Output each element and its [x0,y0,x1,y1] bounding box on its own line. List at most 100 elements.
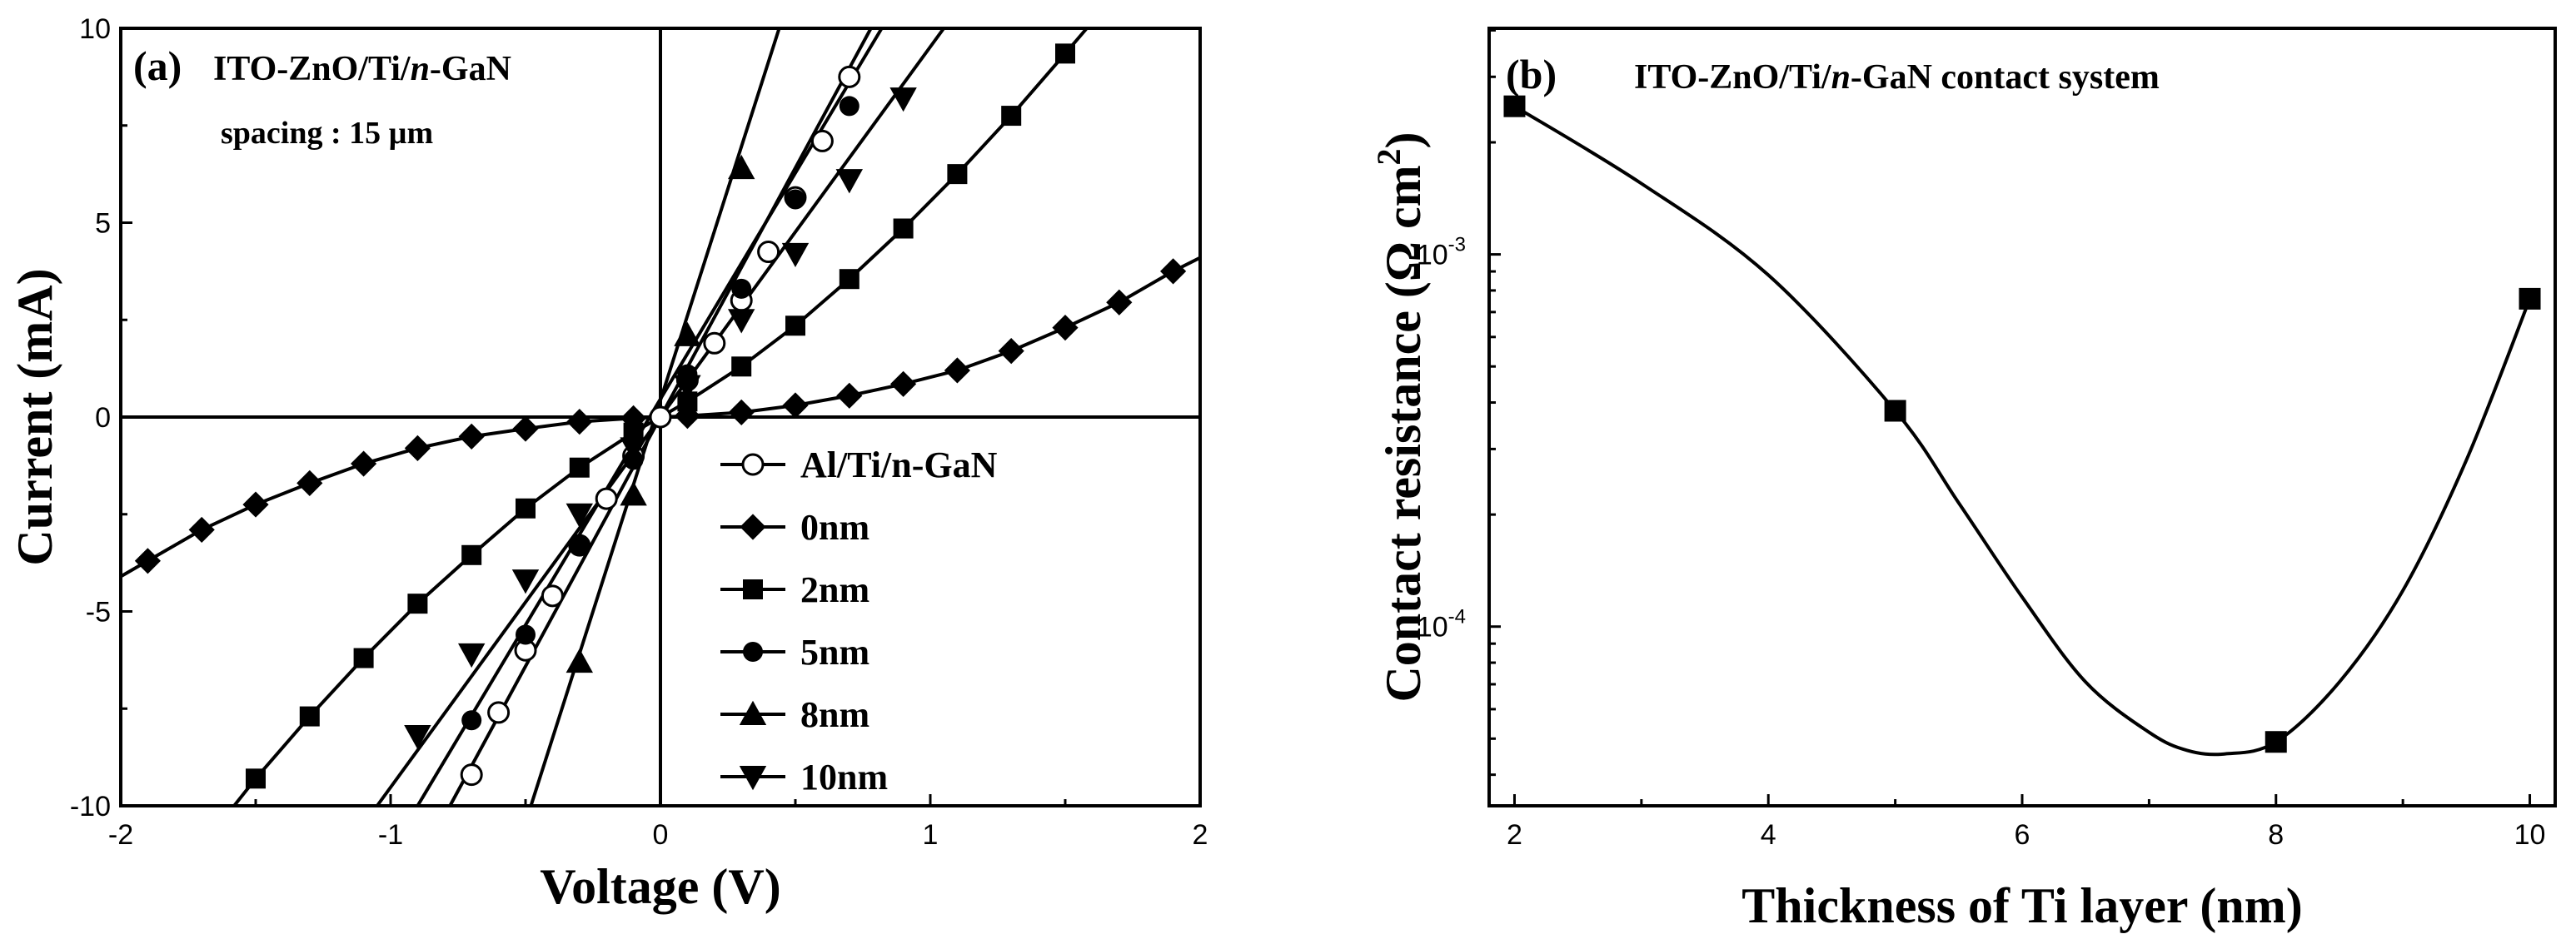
data-point-0nm [404,435,431,461]
data-point-0nm [1052,314,1079,341]
data-point-contact-resistance [2519,287,2541,310]
panel-a-y-tick-label: 5 [95,208,111,240]
data-point-5nm [839,96,859,117]
legend-label: 2nm [800,569,869,610]
panel-a-x-tick-label: 2 [1193,819,1208,851]
panel-a-y-tick-label: 10 [79,13,111,45]
data-point-10nm [728,309,755,334]
data-point-0nm [566,409,593,435]
legend-marker [743,642,763,662]
data-point-2nm [839,269,859,290]
data-point-10nm [835,169,863,194]
panel-b-y-tick-label: 10-3 [1417,234,1466,271]
data-point-Al/Ti/n-GaN [460,763,483,787]
data-point-2nm [1055,43,1075,64]
data-point-2nm [731,356,752,377]
panel-b-x-tick-label: 2 [1507,819,1522,851]
panel-a-x-tick-label: -1 [378,819,403,851]
panel-a-x-axis-title: Voltage (V) [540,859,780,914]
data-point-0nm [944,357,970,384]
panel-a-x-tick-label: -2 [108,819,133,851]
data-point-2nm [246,768,266,789]
data-point-5nm [731,278,752,299]
panel-b-x-tick-label: 10 [2514,819,2546,851]
panel-a-x-tick-label: 1 [923,819,939,851]
data-point-0nm [242,491,269,518]
data-point-contact-resistance [1884,400,1906,422]
data-point-contact-resistance [1503,95,1526,117]
legend-marker [740,514,766,540]
data-point-Al/Ti/n-GaN [810,129,834,152]
data-point-0nm [351,450,377,477]
data-point-2nm [353,648,374,668]
data-point-2nm [299,706,320,727]
data-point-0nm [134,548,161,574]
panel-b-x-axis-title: Thickness of Ti layer (nm) [1741,878,2302,933]
panel-b-chart: 2 4 6 8 10 10-4 10-3 (b) ITO-ZnO/Ti/n-GaN cont… [1370,27,2557,933]
data-point-0nm [674,402,700,430]
data-point-0nm [188,516,215,544]
panel-b-x-tick-label: 4 [1761,819,1776,851]
legend-marker [743,579,763,599]
legend-label: 0nm [800,507,869,548]
data-point-10nm [781,242,810,268]
data-point-10nm [889,87,917,112]
panel-a-annotation-line2: spacing : 15 µm [221,116,433,151]
panel-b-label: (b) [1506,51,1557,97]
panel-a-annotation-line1: ITO-ZnO/Ti/n-GaN [213,50,511,88]
data-point-2nm [516,498,536,519]
data-point-8nm [620,481,647,506]
data-point-2nm [569,457,590,478]
legend-marker [741,453,765,476]
panel-a-y-axis-title: Current (mA) [7,268,62,565]
data-point-2nm [1001,106,1022,127]
data-point-2nm [461,544,482,565]
data-point-0nm [728,399,755,425]
legend-label: Al/Ti/n-GaN [800,445,998,485]
data-point-0nm [890,370,917,397]
panel-b-frame [1487,27,2557,807]
data-point-Al/Ti/n-GaN [595,487,618,510]
panel-b-x-tick-label: 6 [2015,819,2030,851]
panel-a-y-tick-label: -5 [86,597,111,629]
data-point-Al/Ti/n-GaN [487,701,511,724]
data-point-0nm [1160,258,1187,285]
legend-marker [739,700,767,725]
legend-label: 10nm [800,757,888,797]
data-point-5nm [785,189,805,210]
data-point-2nm [893,218,914,239]
data-point-8nm [566,648,593,673]
panel-b-fit-curve [1513,104,2532,757]
data-point-0nm [296,470,323,496]
panel-a-y-tick-label: 0 [95,402,111,434]
data-point-2nm [947,164,968,185]
data-point-8nm [728,154,755,180]
panel-a-y-tick-label: -10 [70,791,111,822]
data-point-Al/Ti/n-GaN [703,331,726,355]
data-point-10nm [511,569,540,594]
data-point-0nm [998,338,1024,365]
data-point-10nm [674,375,701,400]
data-point-10nm [566,503,593,528]
panel-a-legend: Al/Ti/n-GaN 0nm 2nm 5nm 8nm 10nm [720,445,998,797]
data-point-5nm [516,624,536,645]
data-point-0nm [782,392,809,419]
panel-b-y-axis-title: Contact resistance (Ω cm2) [1370,132,1431,702]
legend-label: 8nm [800,694,869,735]
legend-marker [739,766,767,791]
data-point-0nm [458,423,485,450]
data-point-0nm [836,382,863,409]
panel-b-y-tick-label: 10-4 [1417,606,1466,643]
data-point-Al/Ti/n-GaN [541,584,564,608]
data-point-2nm [785,315,805,336]
data-point-contact-resistance [2265,731,2287,753]
data-point-Al/Ti/n-GaN [649,405,672,429]
data-point-10nm [404,724,431,750]
data-point-5nm [569,535,590,556]
data-point-8nm [674,321,701,346]
panel-b-title: ITO-ZnO/Ti/n-GaN contact system [1634,58,2160,97]
data-point-5nm [461,710,482,731]
data-point-Al/Ti/n-GaN [757,241,780,264]
panel-b-x-tick-label: 8 [2268,819,2284,851]
